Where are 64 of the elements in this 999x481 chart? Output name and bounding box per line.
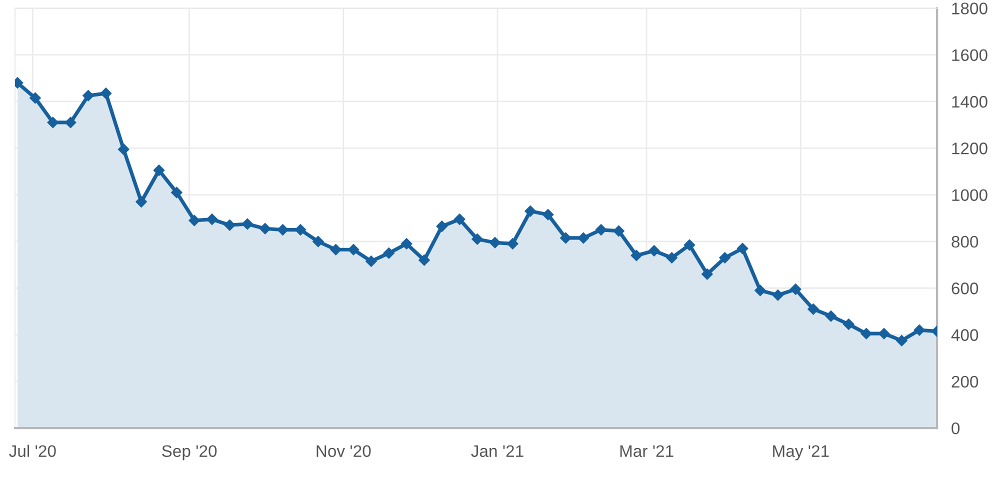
point (718, 252, 731, 264)
point (471, 233, 484, 246)
x-tick-label: Mar '21 (620, 445, 674, 457)
point (612, 225, 625, 237)
point (913, 324, 926, 336)
y-tick-label: 800 (952, 236, 978, 248)
point (118, 143, 130, 156)
point (29, 92, 42, 104)
point (436, 220, 448, 232)
point (242, 218, 254, 230)
point (790, 283, 802, 296)
point (489, 236, 501, 249)
point (666, 252, 678, 264)
y-tick-label: 1000 (952, 189, 988, 202)
point (418, 254, 430, 266)
point (348, 244, 360, 256)
point (896, 334, 908, 346)
point (170, 186, 183, 198)
point (46, 116, 59, 128)
x-tick-label: Sep '20 (162, 445, 217, 460)
x-tick-label: Nov '20 (316, 445, 371, 457)
y-tick-label: 1400 (952, 96, 988, 108)
point (807, 303, 820, 316)
point (684, 239, 696, 251)
point (82, 90, 94, 102)
y-tick-label: 600 (952, 282, 978, 294)
point (630, 250, 642, 262)
point (842, 318, 855, 330)
point (506, 238, 519, 250)
point (878, 328, 890, 340)
point (595, 224, 607, 236)
x-tick-label: May '21 (773, 445, 829, 460)
point (330, 244, 342, 256)
x-tick-label: Jul '20 (9, 444, 56, 457)
point (153, 164, 165, 176)
point (365, 255, 378, 268)
point (224, 219, 236, 232)
x-tick-label: Jan '21 (471, 445, 524, 457)
point (454, 213, 466, 226)
point (754, 284, 766, 296)
point (259, 222, 271, 235)
point (542, 208, 554, 221)
point (648, 244, 660, 257)
point (382, 247, 395, 260)
point (772, 289, 784, 302)
point (135, 196, 148, 208)
point (860, 328, 872, 340)
y-tick-label: 1800 (952, 2, 988, 14)
point (400, 238, 412, 250)
point (736, 242, 748, 254)
point (188, 214, 200, 226)
y-tick-label: 200 (952, 376, 978, 388)
point (825, 310, 837, 322)
point (64, 116, 76, 128)
point (524, 205, 536, 218)
y-tick-label: 1600 (952, 49, 988, 62)
point (100, 87, 112, 100)
point (701, 268, 714, 280)
point (294, 224, 306, 236)
y-tick-label: 1200 (952, 142, 988, 154)
y-tick-label: 0 (952, 422, 960, 434)
point (312, 236, 324, 248)
point (206, 213, 218, 226)
y-tick-label: 400 (951, 329, 978, 341)
